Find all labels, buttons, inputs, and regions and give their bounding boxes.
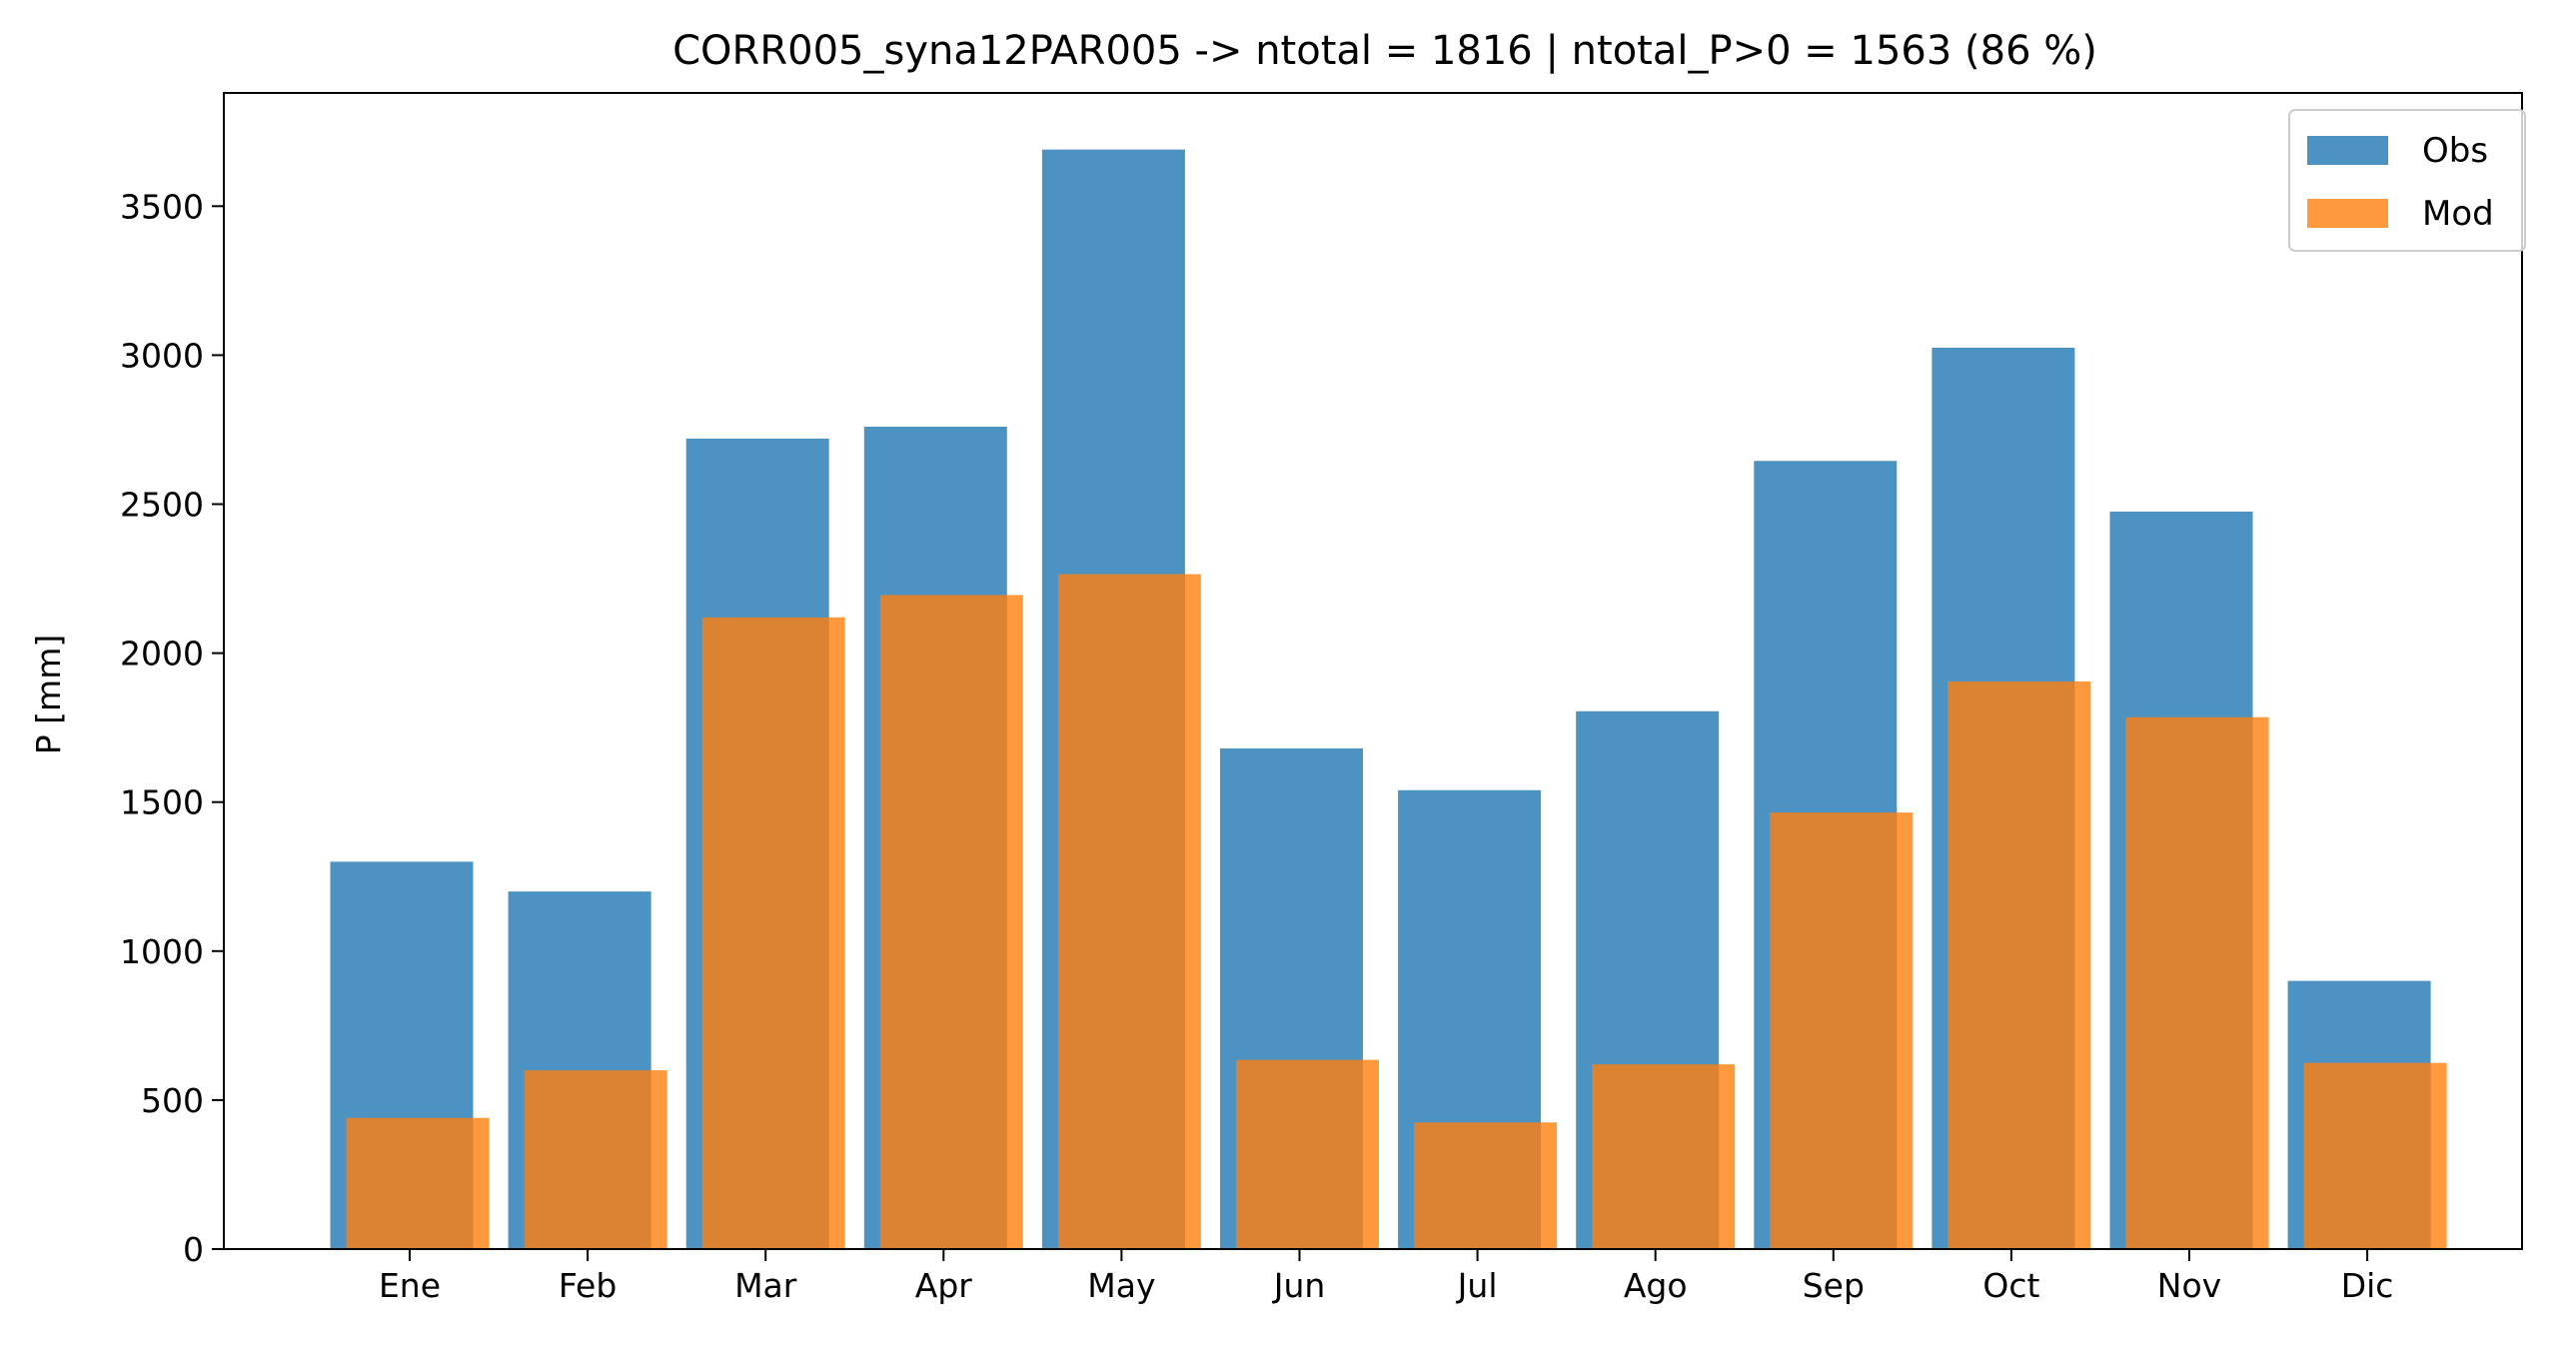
bar-mod-may [1057, 574, 1201, 1249]
x-tick-label: Ago [1624, 1266, 1688, 1305]
y-tick-label: 0 [183, 1230, 204, 1269]
bar-mod-jun [1236, 1059, 1379, 1249]
bar-mod-feb [524, 1070, 667, 1249]
legend-swatch-mod [2307, 199, 2388, 228]
bar-mod-jul [1414, 1122, 1558, 1249]
x-tick-label: Oct [1982, 1266, 2039, 1305]
x-tick-label: Feb [559, 1266, 617, 1305]
bar-mod-nov [2125, 716, 2269, 1249]
x-tick-label: Jun [1272, 1266, 1326, 1305]
bars-layer [330, 149, 2447, 1249]
bar-mod-oct [1947, 680, 2091, 1249]
y-tick-label: 3000 [120, 336, 204, 375]
y-tick-label: 1000 [120, 932, 204, 971]
x-tick-label: Ene [379, 1266, 441, 1305]
bar-mod-sep [1770, 812, 1914, 1249]
y-tick-label: 3500 [120, 187, 204, 226]
bar-mod-ene [346, 1117, 490, 1249]
y-tick-label: 500 [141, 1081, 204, 1120]
bar-mod-dic [2303, 1062, 2447, 1249]
x-tick-label: Mar [734, 1266, 797, 1305]
x-tick-label: Nov [2157, 1266, 2221, 1305]
y-tick-label: 2000 [120, 635, 204, 674]
plot-frame [223, 92, 2523, 1250]
chart-title: CORR005_syna12PAR005 -> ntotal = 1816 | … [672, 28, 2097, 74]
legend-label-mod: Mod [2422, 194, 2494, 234]
axes-layer: 0 500 1000 1500 2000 2500 3000 3500 Ene Feb Mar Apr… [120, 92, 2523, 1305]
bar-mod-ago [1592, 1064, 1736, 1249]
bar-mod-mar [701, 617, 845, 1249]
y-tick-label: 1500 [120, 783, 204, 822]
bar-mod-apr [879, 595, 1023, 1249]
x-tick-label: May [1087, 1266, 1155, 1305]
x-tick-label: Dic [2341, 1266, 2394, 1305]
legend-swatch-obs [2307, 136, 2388, 165]
y-axis-label: P [mm] [29, 635, 68, 754]
legend-label-obs: Obs [2422, 131, 2488, 171]
y-tick-label: 2500 [120, 486, 204, 525]
x-tick-label: Apr [915, 1266, 973, 1305]
x-tick-label: Jul [1456, 1266, 1498, 1305]
x-tick-label: Sep [1803, 1266, 1865, 1305]
legend: Obs Mod [2288, 109, 2526, 252]
